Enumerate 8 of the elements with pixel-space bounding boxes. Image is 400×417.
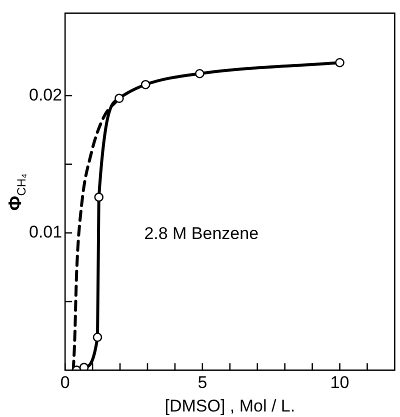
y-tick-label: 0.01 — [28, 222, 62, 242]
annotation: 2.8 M Benzene — [144, 224, 259, 244]
x-tick-label: 0 — [60, 373, 70, 392]
y-tick-label: 0.02 — [28, 85, 62, 104]
x-tick-label: 5 — [198, 373, 208, 392]
x-tick-label: 10 — [330, 373, 350, 392]
y-axis-title: ΦCH₄ — [4, 174, 28, 211]
x-axis-title: [DMSO] , Mol / L. — [164, 396, 296, 416]
